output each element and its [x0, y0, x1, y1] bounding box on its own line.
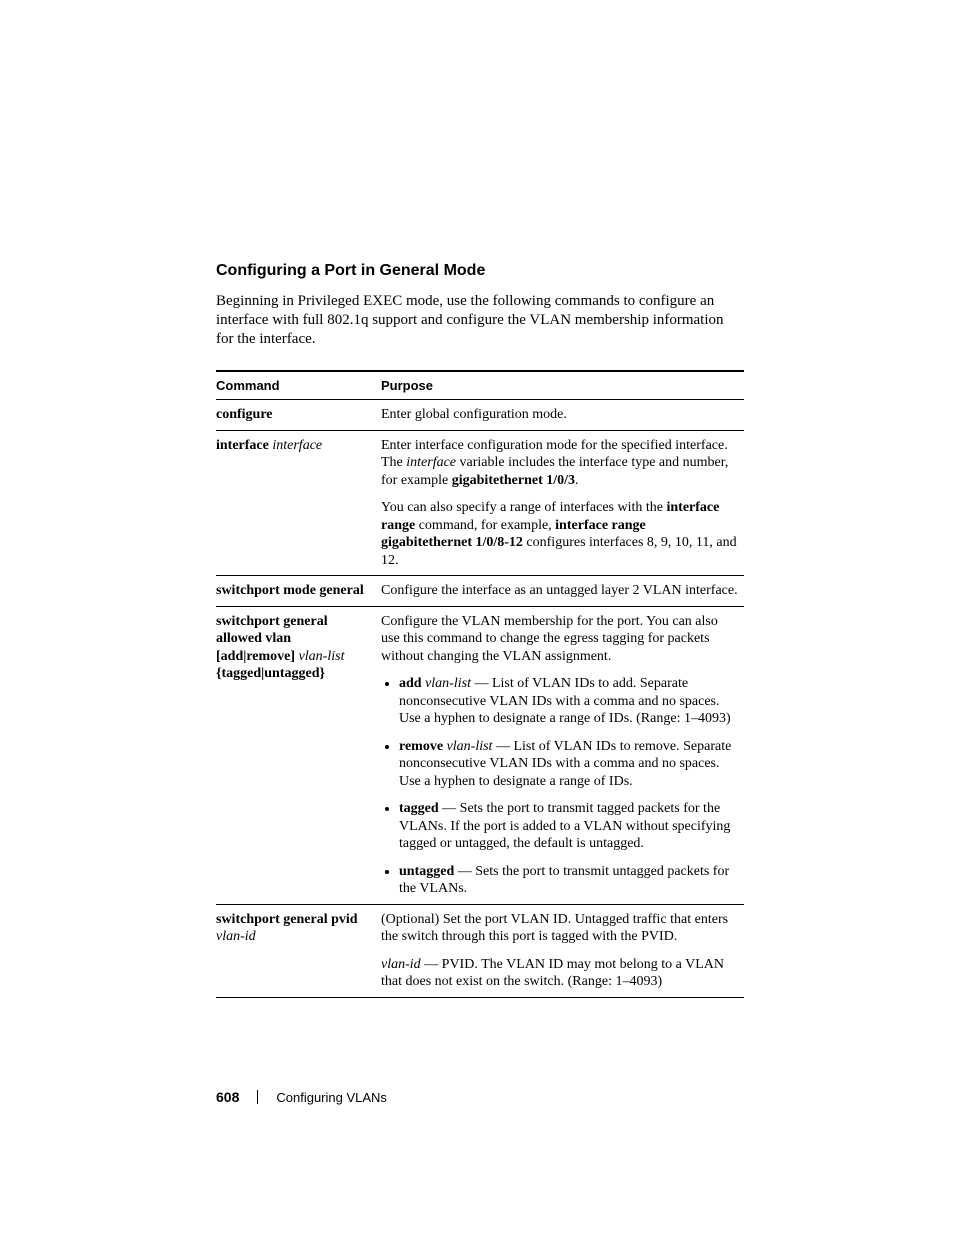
- intro-paragraph: Beginning in Privileged EXEC mode, use t…: [216, 292, 744, 348]
- cmd-text: remove: [246, 649, 290, 664]
- text-italic: vlan-list: [447, 739, 493, 754]
- table-header-command: Command: [216, 371, 381, 400]
- text-bold: gigabitethernet 1/0/3: [452, 473, 575, 488]
- purpose-para: vlan-id — PVID. The VLAN ID may mot belo…: [381, 956, 738, 991]
- text: — PVID. The VLAN ID may mot belong to a …: [381, 957, 724, 990]
- table-row: switchport general pvid vlan-id (Optiona…: [216, 904, 744, 997]
- cmd-param: interface: [272, 438, 322, 453]
- footer-section: Configuring VLANs: [276, 1090, 387, 1105]
- text: You can also specify a range of interfac…: [381, 500, 666, 515]
- cell-command: switchport general allowed vlan [add|rem…: [216, 606, 381, 904]
- table-row: switchport mode general Configure the in…: [216, 576, 744, 607]
- text-bold: untagged: [399, 864, 454, 879]
- footer-divider: [257, 1090, 258, 1104]
- list-item: remove vlan-list — List of VLAN IDs to r…: [399, 738, 738, 791]
- cell-command: switchport mode general: [216, 576, 381, 607]
- section-heading: Configuring a Port in General Mode: [216, 262, 744, 280]
- cmd-text: configure: [216, 407, 273, 422]
- text-italic: vlan-list: [425, 676, 471, 691]
- purpose-para: (Optional) Set the port VLAN ID. Untagge…: [381, 911, 738, 946]
- cell-command: switchport general pvid vlan-id: [216, 904, 381, 997]
- cmd-text: interface: [216, 438, 272, 453]
- cell-command: configure: [216, 400, 381, 431]
- text-bold: add: [399, 676, 425, 691]
- cell-purpose: Configure the interface as an untagged l…: [381, 576, 744, 607]
- list-item: tagged — Sets the port to transmit tagge…: [399, 800, 738, 853]
- table-row: configure Enter global configuration mod…: [216, 400, 744, 431]
- table-row: interface interface Enter interface conf…: [216, 430, 744, 576]
- text: command, for example,: [415, 518, 555, 533]
- cmd-text: switchport mode general: [216, 583, 364, 598]
- cmd-param: vlan-list: [299, 649, 345, 664]
- purpose-para: Configure the VLAN membership for the po…: [381, 613, 738, 666]
- purpose-para: Enter interface configuration mode for t…: [381, 437, 738, 490]
- text-bold: tagged: [399, 801, 439, 816]
- purpose-para: You can also specify a range of interfac…: [381, 499, 738, 569]
- text-italic: interface: [406, 455, 456, 470]
- cell-purpose: Configure the VLAN membership for the po…: [381, 606, 744, 904]
- cell-command: interface interface: [216, 430, 381, 576]
- text: .: [575, 473, 579, 488]
- list-item: untagged — Sets the port to transmit unt…: [399, 863, 738, 898]
- cell-purpose: Enter global configuration mode.: [381, 400, 744, 431]
- page-number: 608: [216, 1089, 239, 1105]
- cmd-text: add: [221, 649, 244, 664]
- list-item: add vlan-list — List of VLAN IDs to add.…: [399, 675, 738, 728]
- cell-purpose: Enter interface configuration mode for t…: [381, 430, 744, 576]
- table-row: switchport general allowed vlan [add|rem…: [216, 606, 744, 904]
- cmd-text: ]: [290, 649, 298, 664]
- cmd-param: vlan-id: [216, 929, 256, 944]
- text: — Sets the port to transmit tagged packe…: [399, 801, 730, 851]
- page-footer: 608 Configuring VLANs: [216, 1089, 387, 1105]
- text-italic: vlan-id: [381, 957, 421, 972]
- cell-purpose: (Optional) Set the port VLAN ID. Untagge…: [381, 904, 744, 997]
- text-bold: remove: [399, 739, 447, 754]
- document-page: Configuring a Port in General Mode Begin…: [0, 0, 954, 1235]
- purpose-list: add vlan-list — List of VLAN IDs to add.…: [381, 675, 738, 898]
- cmd-text: switchport general pvid: [216, 912, 358, 927]
- cmd-text: {tagged|untagged}: [216, 666, 325, 681]
- cmd-text: switchport general allowed vlan: [216, 614, 328, 647]
- command-table: Command Purpose configure Enter global c…: [216, 370, 744, 998]
- table-header-purpose: Purpose: [381, 371, 744, 400]
